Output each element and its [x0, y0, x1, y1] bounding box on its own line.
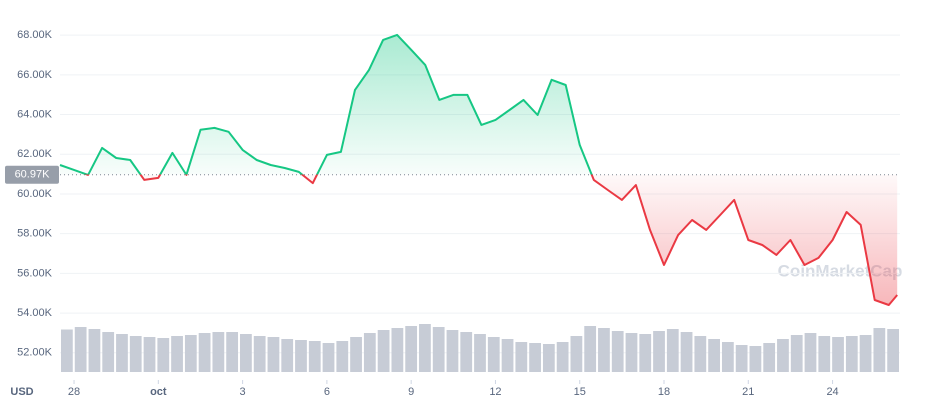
volume-bar [584, 326, 597, 372]
volume-bar [556, 342, 569, 372]
volume-bar [391, 328, 404, 372]
x-tick-label: 24 [826, 386, 838, 398]
x-tick-label: 3 [240, 386, 246, 398]
volume-bar [721, 342, 734, 372]
volume-bar [212, 332, 225, 372]
volume-bar [570, 336, 583, 372]
volume-bar [171, 336, 183, 372]
volume-bar [735, 345, 748, 372]
volume-bar [666, 329, 679, 372]
volume-bar [653, 331, 665, 372]
y-tick-label: 68.00K [17, 29, 53, 41]
volume-bar [281, 339, 294, 372]
volume-bar [336, 341, 349, 372]
volume-bar [763, 343, 776, 372]
volume-bar [487, 337, 500, 372]
volume-bar [350, 337, 362, 372]
baseline-label: 60.97K [15, 169, 51, 181]
y-tick-label: 52.00K [17, 347, 53, 359]
volume-bar [143, 337, 156, 372]
volume-bar [625, 333, 638, 372]
volume-bar [446, 330, 459, 372]
volume-bar [405, 326, 418, 372]
volume-bar [61, 329, 73, 372]
volume-bar [295, 340, 307, 372]
x-tick-label: 15 [574, 386, 586, 398]
volume-bar [611, 331, 624, 372]
volume-bar [116, 334, 128, 372]
volume-bar [157, 338, 170, 372]
volume-bar [680, 332, 693, 372]
volume-bar [198, 333, 211, 372]
volume-bar [501, 339, 514, 372]
volume-bar [377, 330, 390, 372]
volume-bar [102, 332, 115, 372]
x-tick-label: 28 [68, 386, 80, 398]
y-tick-label: 60.00K [17, 188, 53, 200]
x-tick-label: 6 [324, 386, 330, 398]
volume-bar [515, 342, 528, 372]
y-tick-label: 54.00K [17, 307, 53, 319]
y-tick-label: 56.00K [17, 267, 53, 279]
volume-bar [887, 329, 899, 372]
volume-bar [598, 328, 610, 372]
volume-bar [432, 327, 445, 372]
volume-bar [749, 346, 762, 372]
volume-bar [542, 344, 555, 372]
volume-bar [322, 343, 335, 372]
x-tick-label: 12 [489, 386, 501, 398]
volume-bar [184, 335, 197, 372]
y-tick-label: 66.00K [17, 69, 53, 81]
volume-bar [804, 333, 817, 372]
volume-bar [790, 335, 803, 372]
volume-bar [88, 329, 101, 372]
volume-bar [708, 339, 720, 372]
x-tick-label: 18 [658, 386, 670, 398]
x-tick-label: oct [150, 386, 167, 398]
x-tick-label: 21 [742, 386, 754, 398]
volume-bar [777, 339, 789, 372]
volume-bar [74, 327, 87, 372]
volume-bar [460, 332, 473, 372]
volume-bar [308, 341, 321, 372]
volume-bar [694, 336, 707, 372]
y-tick-label: 62.00K [17, 148, 53, 160]
volume-bar [639, 334, 652, 372]
volume-bar [474, 334, 486, 372]
volume-bar [253, 336, 266, 372]
y-tick-label: 58.00K [17, 228, 53, 240]
y-tick-label: 64.00K [17, 108, 53, 120]
currency-label: USD [10, 386, 33, 398]
price-line [59, 33, 898, 306]
volume-bar [240, 334, 252, 372]
volume-bar [832, 337, 844, 372]
volume-bar [818, 336, 831, 372]
volume-bar [419, 324, 431, 372]
baseline-label-box [5, 165, 59, 184]
volume-bar [845, 336, 858, 372]
volume-bar [859, 335, 872, 372]
volume-bar [529, 343, 541, 372]
volume-bar [226, 332, 239, 372]
volume-bar [267, 337, 280, 372]
volume-bar [873, 328, 886, 372]
x-tick-label: 9 [408, 386, 414, 398]
price-area [60, 34, 898, 306]
volume-bar [363, 333, 376, 372]
volume-bar [129, 336, 142, 372]
